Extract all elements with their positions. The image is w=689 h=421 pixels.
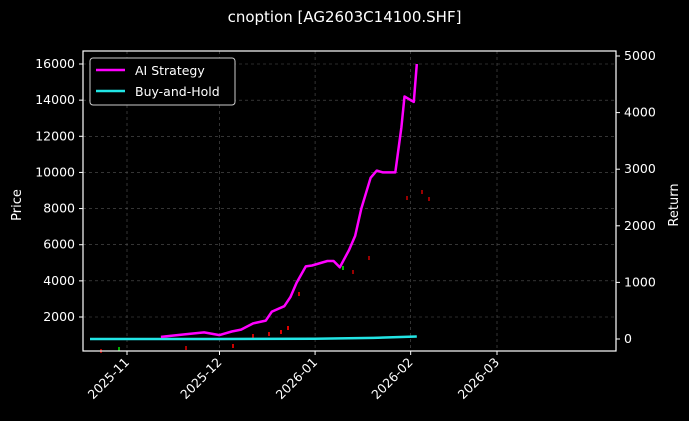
buy-and-hold-line bbox=[90, 335, 417, 341]
x-tick-label: 2026-03 bbox=[455, 355, 503, 403]
right-y-axis: 0 1000 2000 3000 4000 5000 bbox=[616, 48, 656, 346]
x-tick-label: 2025-12 bbox=[177, 355, 225, 403]
legend-label-bh: Buy-and-Hold bbox=[135, 84, 220, 99]
y-tick-label: 6000 bbox=[43, 237, 75, 252]
y-right-tick-label: 1000 bbox=[624, 274, 656, 289]
y-right-tick-label: 4000 bbox=[624, 105, 656, 120]
grid-lines bbox=[83, 51, 616, 351]
y-right-tick-label: 0 bbox=[624, 331, 632, 346]
chart-title: cnoption [AG2603C14100.SHF] bbox=[227, 8, 462, 26]
plot-frame bbox=[82, 50, 617, 352]
right-y-label: Return bbox=[667, 183, 682, 226]
ai-strategy-line bbox=[160, 63, 419, 339]
x-tick-label: 2026-01 bbox=[273, 355, 321, 403]
x-axis: 2025-11 2025-12 2026-01 2026-02 2026-03 bbox=[85, 351, 503, 403]
y-tick-label: 12000 bbox=[35, 128, 75, 143]
y-tick-label: 16000 bbox=[35, 56, 75, 71]
y-right-tick-label: 2000 bbox=[624, 218, 656, 233]
price-markers bbox=[100, 190, 430, 353]
y-tick-label: 4000 bbox=[43, 273, 75, 288]
y-tick-label: 2000 bbox=[43, 309, 75, 324]
y-tick-label: 10000 bbox=[35, 164, 75, 179]
y-right-tick-label: 5000 bbox=[624, 48, 656, 63]
y-tick-label: 8000 bbox=[43, 201, 75, 216]
y-right-tick-label: 3000 bbox=[624, 161, 656, 176]
left-y-label: Price bbox=[10, 189, 25, 221]
legend-label-ai: AI Strategy bbox=[135, 63, 205, 78]
left-y-axis: 2000 4000 6000 8000 10000 12000 14000 16000 bbox=[35, 56, 83, 324]
x-tick-label: 2025-11 bbox=[85, 355, 133, 403]
y-tick-label: 14000 bbox=[35, 92, 75, 107]
legend: AI Strategy Buy-and-Hold bbox=[89, 57, 236, 106]
x-tick-label: 2026-02 bbox=[368, 355, 416, 403]
